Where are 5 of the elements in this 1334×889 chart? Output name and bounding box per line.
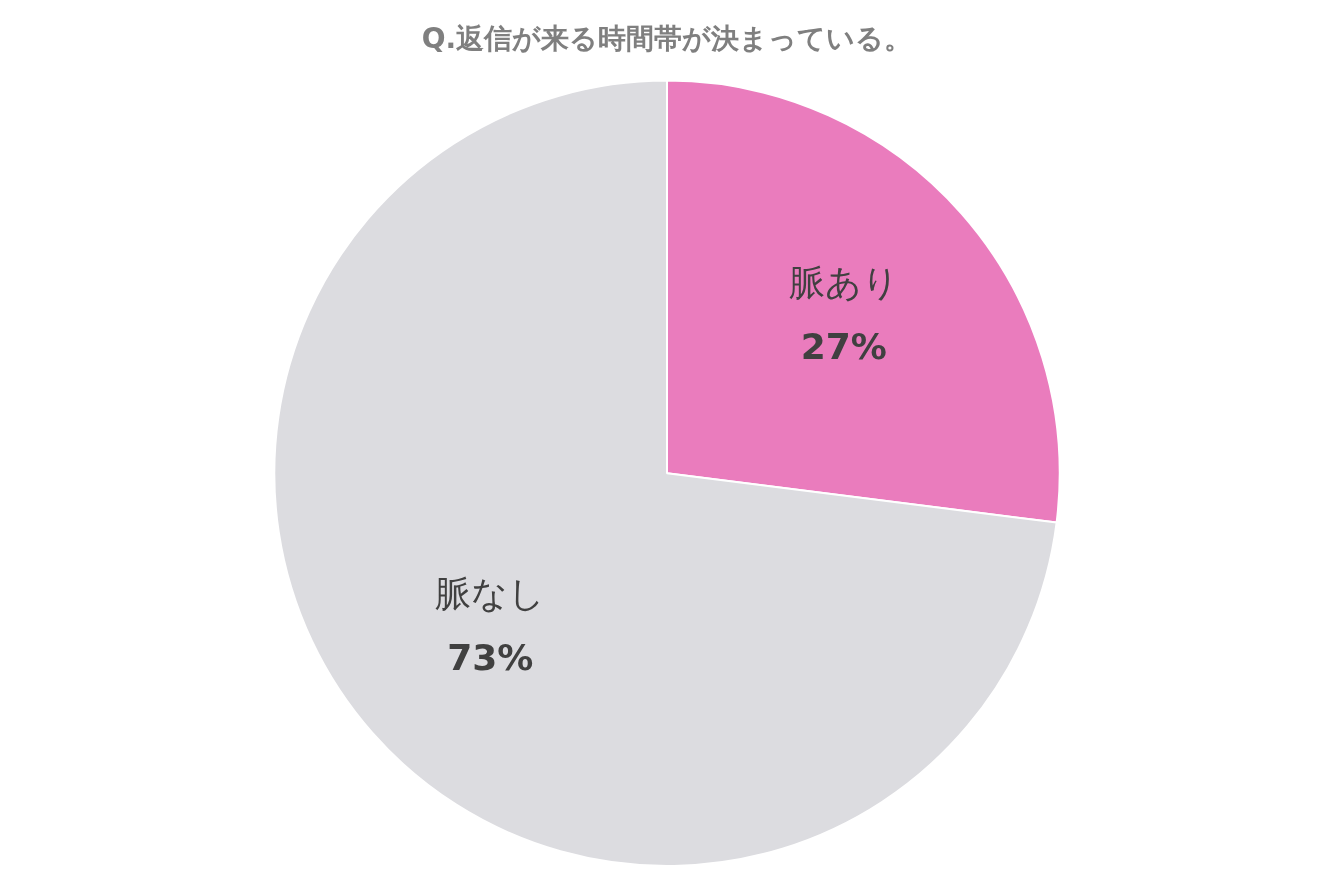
chart-title: Q.返信が来る時間帯が決まっている。 <box>421 22 913 56</box>
data-label: 27% <box>800 325 887 367</box>
slice-label: 脈あり <box>788 261 899 303</box>
slice-label: 脈なし <box>435 573 546 615</box>
data-label: 73% <box>447 637 534 679</box>
